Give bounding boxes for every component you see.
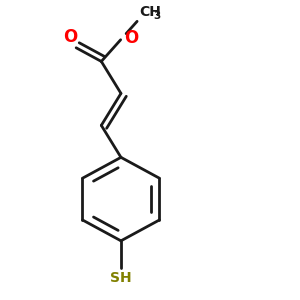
Text: O: O <box>63 28 77 46</box>
Text: SH: SH <box>110 271 132 285</box>
Text: 3: 3 <box>154 11 161 21</box>
Text: O: O <box>124 29 138 47</box>
Text: CH: CH <box>139 5 161 19</box>
